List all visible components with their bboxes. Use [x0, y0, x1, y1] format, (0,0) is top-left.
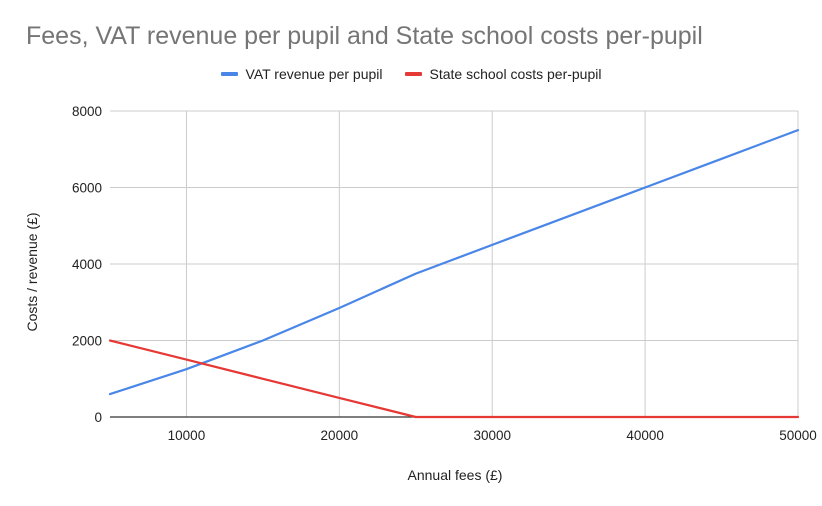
x-tick-label: 20000: [321, 428, 359, 443]
series-line-state-school-costs: [108, 339, 800, 419]
x-tick-label: 40000: [626, 428, 664, 443]
legend-item-vat[interactable]: VAT revenue per pupil: [220, 66, 383, 82]
legend-label-vat: VAT revenue per pupil: [245, 66, 383, 82]
y-tick-label: 2000: [72, 334, 102, 349]
legend-swatch-vat: [220, 72, 238, 76]
x-tick-label: 10000: [168, 428, 206, 443]
x-tick-label: 30000: [473, 428, 511, 443]
y-tick-label: 8000: [72, 104, 102, 119]
y-tick-label: 0: [94, 410, 102, 425]
x-tick-label: 50000: [779, 428, 817, 443]
legend-swatch-state-costs: [404, 72, 422, 76]
x-axis-label: Annual fees (£): [407, 467, 503, 483]
chart-legend: VAT revenue per pupil State school costs…: [0, 66, 822, 82]
y-tick-label: 6000: [72, 181, 102, 196]
y-tick-label: 4000: [72, 257, 102, 272]
chart-title: Fees, VAT revenue per pupil and State sc…: [26, 22, 703, 50]
series-line-vat-revenue: [108, 129, 800, 396]
legend-label-state-costs: State school costs per-pupil: [429, 66, 602, 82]
legend-item-state-costs[interactable]: State school costs per-pupil: [404, 66, 602, 82]
